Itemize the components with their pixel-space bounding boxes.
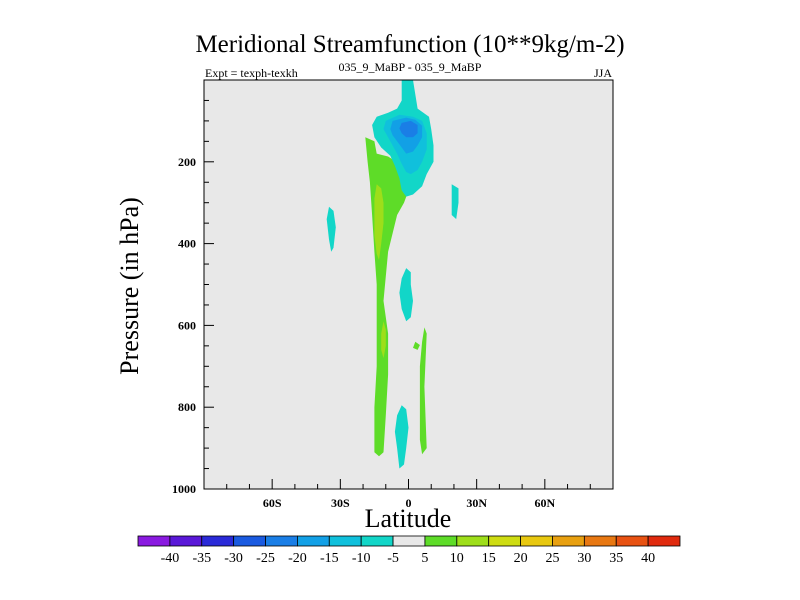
- colorbar-box: [520, 535, 553, 547]
- x-axis-tick-labels: 60S 30S 0 30N 60N: [263, 496, 556, 510]
- y-tick-label-800: 800: [178, 400, 196, 414]
- y-tick-label-1000: 1000: [172, 482, 196, 496]
- colorbar-label: -15: [320, 551, 339, 566]
- contour-region: [399, 120, 418, 138]
- colorbar-box: [392, 535, 426, 547]
- x-tick-label-60s: 60S: [263, 496, 282, 510]
- colorbar-label: 20: [514, 551, 528, 566]
- colorbar-box: [583, 535, 617, 547]
- contour-region: [399, 268, 413, 322]
- chart-title: Meridional Streamfunction (10**9kg/m-2): [195, 31, 624, 58]
- colorbar-label: -25: [256, 551, 275, 566]
- x-axis-ticks: [271, 479, 546, 489]
- x-tick-label-30n: 30N: [466, 496, 487, 510]
- y-axis-label: Pressure (in hPa): [115, 197, 144, 375]
- colorbar-box: [137, 535, 171, 547]
- colorbar-box: [552, 535, 585, 547]
- colorbar-box: [424, 535, 458, 547]
- contour-region: [419, 327, 427, 455]
- y-tick-label-600: 600: [178, 318, 196, 332]
- x-minor-ticks: [226, 484, 591, 489]
- y-tick-label-400: 400: [178, 237, 196, 251]
- x-axis-label: Latitude: [365, 504, 452, 533]
- colorbar-box: [360, 535, 394, 547]
- subtitle-left: Expt = texph-texkh: [205, 66, 298, 80]
- colorbar-box: [328, 535, 362, 547]
- colorbar-box: [647, 535, 681, 547]
- colorbar-box: [488, 535, 521, 547]
- colorbar: [137, 535, 681, 547]
- contour-regions: [326, 80, 459, 469]
- colorbar-label: 10: [450, 551, 464, 566]
- contour-region: [394, 405, 409, 469]
- x-tick-label-0: 0: [406, 496, 412, 510]
- colorbar-box: [233, 535, 266, 547]
- colorbar-label: -30: [224, 551, 243, 566]
- colorbar-box: [297, 535, 330, 547]
- y-axis-tick-labels: 200 400 600 800 1000: [172, 155, 196, 496]
- colorbar-box: [615, 535, 649, 547]
- colorbar-label: 5: [421, 551, 428, 566]
- y-minor-ticks: [204, 99, 209, 470]
- contour-region: [374, 184, 384, 260]
- contour-region: [451, 184, 459, 220]
- colorbar-label: -20: [288, 551, 307, 566]
- colorbar-labels: -40 -35 -30 -25 -20 -15 -10 -5 5 10 15 2…: [161, 551, 656, 566]
- colorbar-label: -5: [387, 551, 399, 566]
- x-tick-label-60n: 60N: [534, 496, 555, 510]
- colorbar-box: [456, 535, 490, 547]
- colorbar-box: [201, 535, 235, 547]
- colorbar-box: [169, 535, 203, 547]
- x-tick-label-30s: 30S: [331, 496, 350, 510]
- colorbar-label: 25: [546, 551, 560, 566]
- colorbar-label: -35: [192, 551, 211, 566]
- subtitle-right: JJA: [594, 66, 612, 80]
- colorbar-label: 15: [482, 551, 496, 566]
- colorbar-label: -40: [161, 551, 180, 566]
- colorbar-box: [265, 535, 298, 547]
- colorbar-label: 40: [641, 551, 655, 566]
- colorbar-label: 30: [577, 551, 591, 566]
- colorbar-label: 35: [609, 551, 623, 566]
- contour-region: [326, 206, 336, 252]
- subtitle-center: 035_9_MaBP - 035_9_MaBP: [339, 60, 482, 74]
- y-axis-ticks: [204, 161, 214, 490]
- contour-region: [413, 341, 420, 350]
- contour-region: [381, 321, 386, 359]
- y-tick-label-200: 200: [178, 155, 196, 169]
- colorbar-label: -10: [352, 551, 371, 566]
